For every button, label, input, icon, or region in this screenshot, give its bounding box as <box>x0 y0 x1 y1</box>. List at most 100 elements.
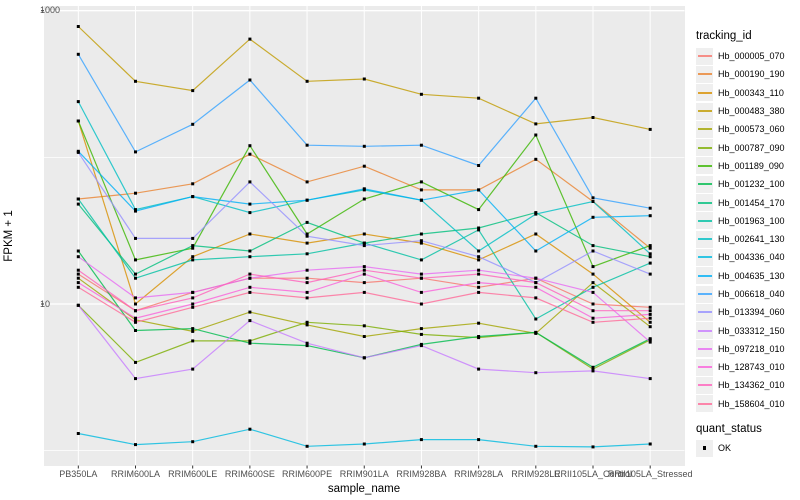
data-point <box>419 327 423 331</box>
legend-line-icon <box>697 201 712 204</box>
data-point <box>419 143 423 147</box>
data-point <box>305 290 309 294</box>
data-point <box>248 319 252 323</box>
legend-key-swatch <box>696 120 713 138</box>
x-tick-label: RRIM600LA <box>110 469 161 479</box>
data-point <box>248 290 252 294</box>
data-point <box>591 445 595 449</box>
data-point <box>477 208 481 212</box>
legend-item-label: Hb_000573_060 <box>718 124 785 135</box>
x-tick-label: RRIM600SE <box>224 469 275 479</box>
data-point <box>134 150 137 154</box>
data-point <box>591 196 595 200</box>
data-point <box>419 258 423 262</box>
data-point <box>648 127 652 131</box>
data-point <box>477 188 481 192</box>
data-point <box>76 202 80 206</box>
legend-item: Hb_000483_380 <box>696 102 800 120</box>
data-point <box>76 150 80 154</box>
black-square-point-icon <box>702 446 707 450</box>
data-point <box>248 232 252 236</box>
data-point <box>305 320 309 324</box>
data-point <box>648 320 652 324</box>
data-point <box>648 272 652 276</box>
legend-key-swatch <box>696 102 713 120</box>
data-point <box>648 309 652 313</box>
data-point <box>134 209 137 213</box>
legend-line-icon <box>697 256 712 259</box>
data-point <box>419 332 423 336</box>
data-point <box>134 302 137 306</box>
data-point <box>362 232 366 236</box>
data-point <box>362 442 366 446</box>
data-point <box>248 272 252 276</box>
data-point <box>591 365 595 369</box>
y-axis-title: FPKM + 1 <box>3 210 15 262</box>
legend-item: Hb_033312_150 <box>696 321 800 340</box>
data-point <box>191 339 195 343</box>
data-point <box>534 232 538 236</box>
legend-key-swatch <box>696 157 713 175</box>
data-point <box>591 265 595 269</box>
legend-items: Hb_000005_070 Hb_000190_190 Hb_000343_110 H… <box>696 47 800 413</box>
legend-item-label: Hb_000483_380 <box>718 106 785 117</box>
data-point <box>76 25 80 28</box>
legend-key-swatch <box>696 65 713 83</box>
data-point <box>534 285 538 289</box>
data-point <box>419 239 423 243</box>
data-point <box>76 197 80 201</box>
data-point <box>591 290 595 294</box>
data-point <box>248 211 252 215</box>
data-point <box>305 79 309 83</box>
data-point <box>477 249 481 253</box>
data-point <box>648 246 652 250</box>
data-point <box>477 272 481 276</box>
legend-item: Hb_006618_040 <box>696 285 800 303</box>
legend-item: Hb_097218_010 <box>696 340 800 358</box>
data-point <box>591 244 595 248</box>
legend-item: Hb_001189_090 <box>696 157 800 175</box>
data-point <box>419 438 423 442</box>
data-point <box>191 296 195 300</box>
data-point <box>134 296 137 300</box>
legend-line-icon <box>697 402 712 405</box>
x-tick-label: RRIM928BA <box>396 469 447 479</box>
x-tick-label: RRIM928LA <box>454 469 504 479</box>
data-point <box>191 367 195 371</box>
data-point <box>648 377 652 381</box>
data-point <box>477 258 481 262</box>
legend-key-swatch <box>696 395 713 413</box>
legend-item: Hb_000787_090 <box>696 138 800 157</box>
data-point <box>648 305 652 309</box>
data-point <box>305 234 309 238</box>
data-point <box>305 198 309 202</box>
legend-line-icon <box>697 55 712 58</box>
data-point <box>76 303 80 307</box>
data-point <box>534 281 538 285</box>
x-tick-label: RRII105LA_Control <box>553 469 633 479</box>
legend-key-swatch <box>696 175 713 193</box>
x-axis-title: sample_name <box>327 483 401 495</box>
data-point <box>534 444 538 448</box>
legend-key-swatch <box>696 230 713 248</box>
data-point <box>648 312 652 316</box>
legend-item-label: Hb_001963_100 <box>718 215 785 226</box>
data-point <box>419 92 423 96</box>
data-point <box>419 272 423 276</box>
data-point <box>134 360 137 364</box>
data-point <box>648 340 652 344</box>
legend-line-icon <box>697 347 712 350</box>
data-point <box>648 325 652 329</box>
data-point <box>362 290 366 294</box>
x-tick-label: RRII105LA_Stressed <box>607 469 693 479</box>
data-point <box>76 281 80 285</box>
data-point <box>305 268 309 272</box>
data-point <box>305 296 309 300</box>
legend-key-swatch <box>696 139 713 157</box>
data-point <box>76 52 80 56</box>
legend-key-swatch <box>696 303 713 321</box>
data-point <box>305 281 309 285</box>
data-point <box>534 276 538 280</box>
data-point <box>477 367 481 371</box>
data-point <box>362 324 366 328</box>
